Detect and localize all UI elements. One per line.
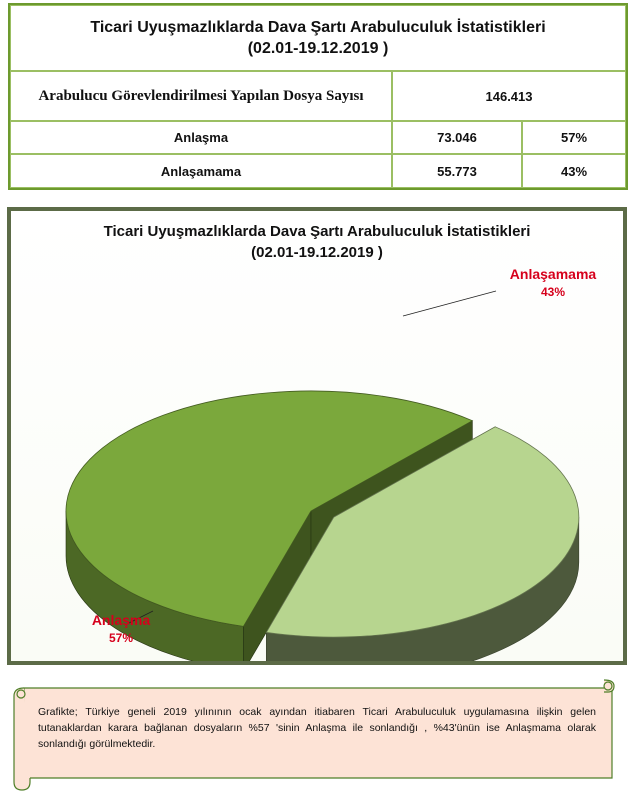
note-text: Grafikte; Türkiye geneli 2019 yılınının … xyxy=(38,706,596,750)
anla-ma-slice xyxy=(65,390,474,627)
agreement-value: 73.046 xyxy=(392,121,522,154)
disagreement-percent: 43% xyxy=(522,154,626,188)
anla-ma-percent-label: 57% xyxy=(109,631,133,645)
anla-amama-leader-line xyxy=(402,290,497,317)
anla-amama-data-label: Anlaşamama xyxy=(510,266,597,282)
agreement-percent: 57% xyxy=(522,121,626,154)
anla-amama-percent-label: 43% xyxy=(541,285,565,299)
scroll-top-curl xyxy=(603,681,613,691)
anla-ma-leader-line xyxy=(128,610,154,624)
table-title: Ticari Uyuşmazlıklarda Dava Şartı Arabul… xyxy=(10,5,626,71)
scroll-frame xyxy=(13,679,615,791)
disagreement-value: 55.773 xyxy=(392,154,522,188)
total-files-label: Arabulucu Görevlendirilmesi Yapılan Dosy… xyxy=(10,71,392,121)
agreement-label: Anlaşma xyxy=(10,121,392,154)
chart-panel: Anlaşma 57% Anlaşamama 43% Ticari Uyuşmazlı… xyxy=(7,207,627,665)
total-files-value: 146.413 xyxy=(392,71,626,121)
chart-subtitle: (02.01-19.12.2019 ) xyxy=(251,244,383,261)
note-scroll: Grafikte; Türkiye geneli 2019 yılınının … xyxy=(8,678,628,792)
statistics-table: Ticari Uyuşmazlıklarda Dava Şartı Arabul… xyxy=(8,3,628,190)
disagreement-label: Anlaşamama xyxy=(10,154,392,188)
anla-amama-slice xyxy=(265,426,580,638)
scroll-left-roll xyxy=(13,687,31,791)
scroll-left-curl xyxy=(16,689,26,699)
table-title-line2: (02.01-19.12.2019 ) xyxy=(247,40,389,57)
table-title-line1: Ticari Uyuşmazlıklarda Dava Şartı Arabul… xyxy=(90,19,546,36)
anla-ma-data-label: Anlaşma xyxy=(92,612,151,628)
chart-title-line1: Ticari Uyuşmazlıklarda Dava Şartı Arabul… xyxy=(103,223,531,240)
chart-title: Ticari Uyuşmazlıklarda Dava Şartı Arabul… xyxy=(11,221,623,263)
pie-chart: Anlaşma 57% Anlaşamama 43% xyxy=(65,266,597,661)
